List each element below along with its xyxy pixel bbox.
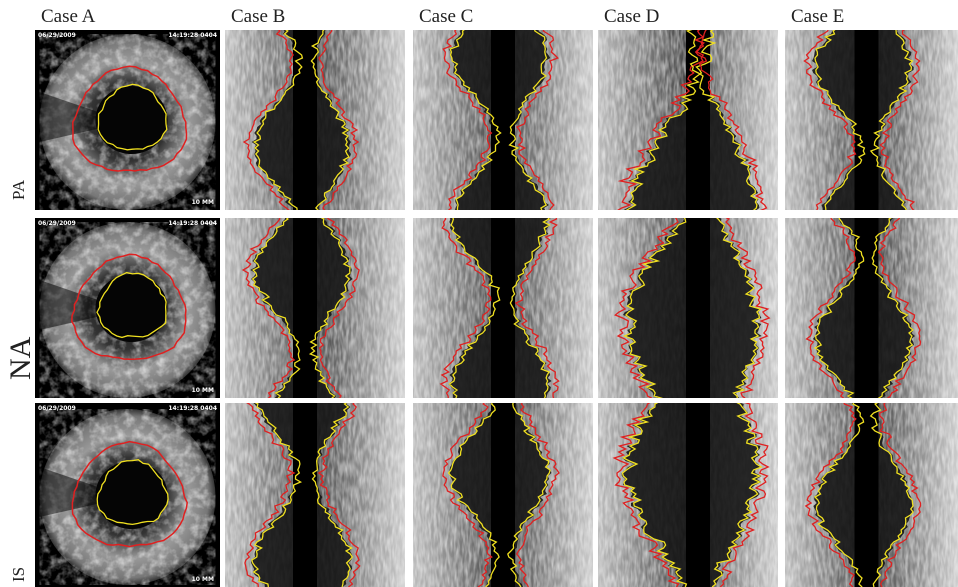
column-header: Case C — [419, 6, 473, 27]
panel-content: 06/29/2009 14:19:28 0404 10 MM — [35, 403, 220, 587]
image-panel — [225, 28, 405, 211]
column-header: Case E — [791, 6, 844, 27]
catheter-band — [855, 218, 879, 398]
row-label: NA — [4, 336, 37, 380]
column-header: Case A — [41, 6, 96, 27]
image-panel — [785, 216, 958, 399]
image-panel: 06/29/2009 14:19:28 0404 10 MM — [35, 30, 220, 210]
row-label: IS — [9, 567, 28, 582]
image-panel — [598, 28, 778, 211]
overlay-scale: 10 MM — [192, 576, 214, 583]
panel-content — [785, 401, 958, 587]
catheter-band — [491, 30, 515, 210]
panel-content — [413, 401, 593, 587]
panel-content — [598, 401, 778, 587]
catheter-band — [686, 30, 710, 210]
image-panel — [225, 216, 405, 399]
panel-content — [413, 216, 593, 399]
figure: Case A Case B Case C Case D Case E PA NA IS 06/2… — [0, 0, 958, 587]
overlay-time: 14:19:28 0404 — [168, 220, 217, 227]
panel-content: 06/29/2009 14:19:28 0404 10 MM — [35, 218, 220, 398]
image-panel — [785, 28, 958, 211]
catheter-band — [686, 403, 710, 587]
catheter-band — [293, 403, 317, 587]
panel-content — [598, 216, 778, 399]
catheter-band — [293, 30, 317, 210]
panel-content: 06/29/2009 14:19:28 0404 10 MM — [35, 30, 220, 210]
overlay-scale: 10 MM — [192, 387, 214, 394]
panel-content — [785, 28, 958, 211]
image-panel — [413, 28, 593, 211]
image-panel — [785, 401, 958, 587]
image-panel — [413, 401, 593, 587]
panel-content — [225, 216, 405, 399]
panel-content — [225, 401, 405, 587]
overlay-date: 06/29/2009 — [38, 220, 76, 227]
lumen — [96, 274, 168, 342]
image-panel — [598, 216, 778, 399]
column-header: Case B — [231, 6, 285, 27]
catheter-band — [855, 30, 879, 210]
row-label: PA — [9, 179, 28, 200]
image-panel: 06/29/2009 14:19:28 0404 10 MM — [35, 403, 220, 587]
overlay-date: 06/29/2009 — [38, 32, 76, 39]
overlay-time: 14:19:28 0404 — [168, 405, 217, 412]
overlay-time: 14:19:28 0404 — [168, 32, 217, 39]
panel-content — [785, 216, 958, 399]
image-panel: 06/29/2009 14:19:28 0404 10 MM — [35, 218, 220, 398]
panel-content — [598, 28, 778, 211]
image-panel — [598, 401, 778, 587]
panel-content — [225, 28, 405, 211]
lumen — [96, 86, 168, 154]
overlay-scale: 10 MM — [192, 199, 214, 206]
image-panel — [413, 216, 593, 399]
panel-content — [413, 28, 593, 211]
image-panel — [225, 401, 405, 587]
column-header: Case D — [604, 6, 659, 27]
catheter-band — [686, 218, 710, 398]
overlay-date: 06/29/2009 — [38, 405, 76, 412]
